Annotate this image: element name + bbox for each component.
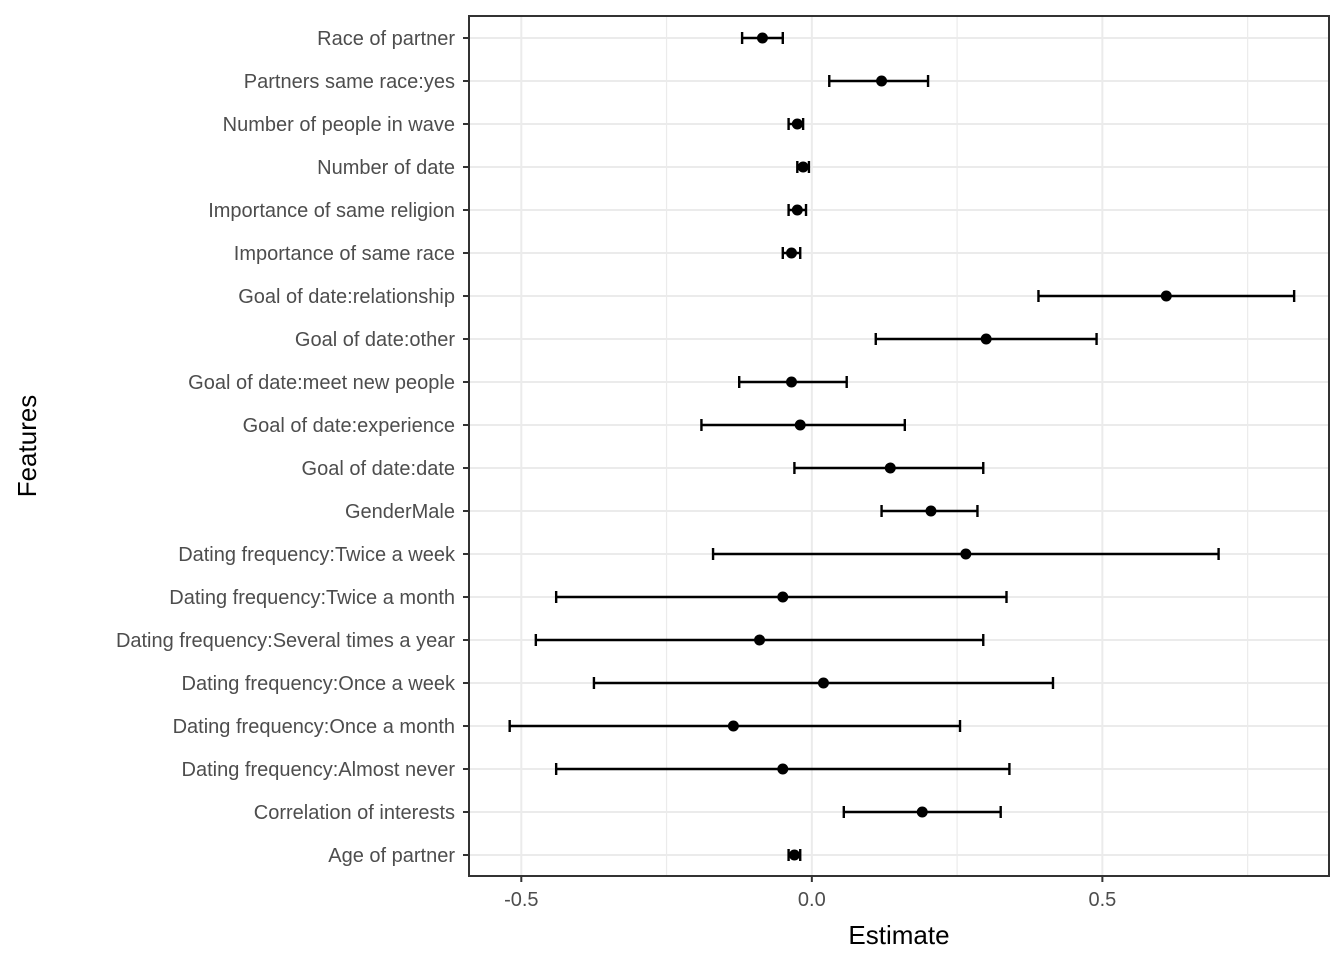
y-tick-label: Goal of date:experience [243, 415, 455, 437]
major-grid-x [520, 16, 1104, 876]
panel-background [469, 16, 1329, 876]
estimate-points [727, 32, 1172, 861]
y-tick-label: Dating frequency:Twice a month [169, 587, 455, 609]
estimate-point [980, 333, 992, 345]
x-tick-label: 0.0 [798, 889, 826, 911]
estimate-point [794, 419, 806, 431]
estimate-point [786, 376, 797, 388]
y-tick-label: Dating frequency:Several times a year [116, 630, 455, 652]
y-tick-label: Goal of date:meet new people [188, 372, 455, 394]
estimate-point [925, 505, 937, 517]
y-tick-label: Importance of same race [234, 243, 455, 265]
y-tick-label: Dating frequency:Once a week [182, 673, 456, 695]
estimate-point [884, 462, 896, 474]
estimate-point [777, 763, 789, 775]
y-axis-title: Features [12, 395, 42, 498]
y-tick-label: Number of people in wave [223, 114, 455, 136]
y-tick-label: Importance of same religion [208, 200, 455, 222]
y-tick-label: Age of partner [328, 845, 455, 867]
estimate-point [791, 204, 803, 216]
y-tick-label: Dating frequency:Once a month [173, 716, 455, 738]
estimate-point [960, 548, 972, 560]
y-tick-label: Goal of date:other [295, 329, 455, 351]
estimate-point [788, 849, 800, 861]
estimate-point [786, 247, 797, 259]
estimate-point [1160, 290, 1172, 302]
estimate-point [876, 75, 888, 87]
estimate-point [756, 32, 768, 44]
estimate-point [791, 118, 803, 130]
estimate-point [916, 806, 928, 818]
y-tick-label: Partners same race:yes [244, 71, 455, 93]
minor-grid-x [665, 16, 1249, 876]
y-tick-label: Goal of date:relationship [238, 286, 455, 308]
y-tick-label: Number of date [317, 157, 455, 179]
x-axis-title: Estimate [848, 920, 949, 950]
y-tick-label: GenderMale [345, 501, 455, 523]
estimate-point [754, 634, 766, 646]
x-tick-label: -0.5 [504, 889, 538, 911]
y-axis: Age of partner Correlation of interests Da… [116, 28, 469, 867]
y-tick-label: Correlation of interests [254, 802, 455, 824]
x-axis: -0.5 0.0 0.5 [504, 876, 1116, 911]
estimate-point [817, 677, 829, 689]
estimate-point [777, 591, 789, 603]
y-tick-label: Goal of date:date [302, 458, 455, 480]
panel-border [468, 15, 1330, 877]
plot-panel [468, 15, 1330, 877]
estimate-point [797, 161, 809, 173]
y-tick-label: Race of partner [317, 28, 455, 50]
estimate-point [727, 720, 739, 732]
x-tick-label: 0.5 [1088, 889, 1116, 911]
y-tick-label: Dating frequency:Almost never [182, 759, 456, 781]
y-tick-label: Dating frequency:Twice a week [178, 544, 456, 566]
